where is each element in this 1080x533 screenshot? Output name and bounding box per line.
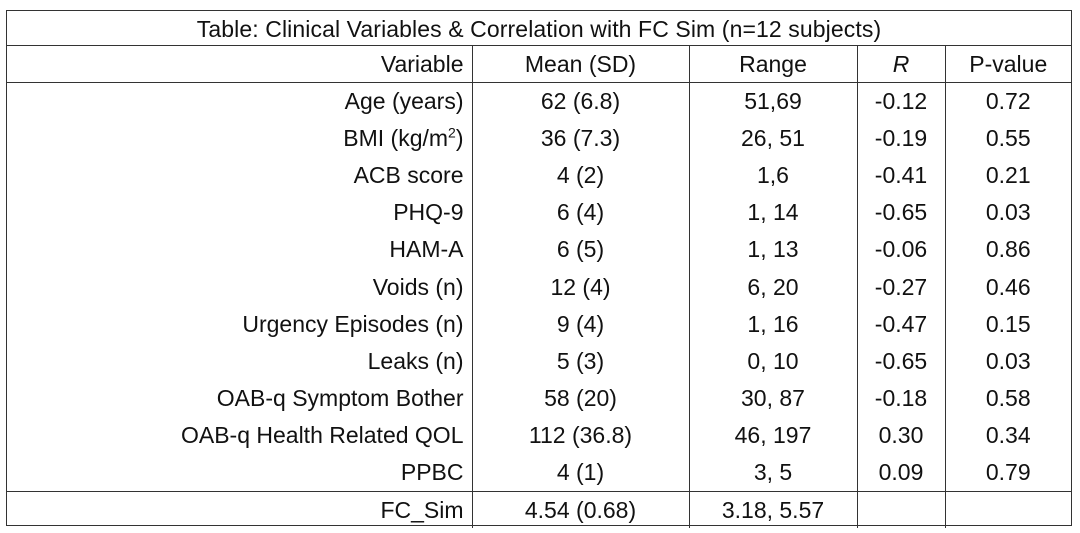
cell-mean-sd: 112 (36.8) <box>471 416 689 454</box>
cell-r: 0.09 <box>856 453 945 492</box>
cell-range: 51,69 <box>688 82 857 121</box>
footer-r <box>856 491 945 529</box>
cell-range: 3, 5 <box>688 453 857 492</box>
header-r: R <box>856 46 945 83</box>
cell-range: 6, 20 <box>688 268 857 306</box>
cell-mean-sd: 5 (3) <box>471 342 689 380</box>
cell-range: 30, 87 <box>688 379 857 417</box>
cell-range: 46, 197 <box>688 416 857 454</box>
table-body: Age (years) 62 (6.8) 51,69 -0.12 0.72 BMI (kg… <box>7 82 1071 492</box>
footer-p <box>944 491 1071 529</box>
table-row: PPBC 4 (1) 3, 5 0.09 0.79 <box>7 453 1071 492</box>
table-row: Voids (n) 12 (4) 6, 20 -0.27 0.46 <box>7 268 1071 306</box>
cell-variable: OAB-q Health Related QOL <box>180 421 464 448</box>
cell-r: -0.41 <box>856 157 945 195</box>
table-caption: Table: Clinical Variables & Correlation … <box>7 11 1071 46</box>
table-row: Leaks (n) 5 (3) 0, 10 -0.65 0.03 <box>7 342 1071 380</box>
cell-variable: PPBC <box>400 458 464 485</box>
cell-p-value: 0.58 <box>944 379 1071 417</box>
cell-variable: HAM-A <box>389 236 464 263</box>
cell-range: 1, 16 <box>688 305 857 343</box>
footer-row: FC_Sim 4.54 (0.68) 3.18, 5.57 <box>7 491 1071 529</box>
cell-mean-sd: 9 (4) <box>471 305 689 343</box>
cell-p-value: 0.86 <box>944 231 1071 269</box>
cell-range: 1,6 <box>688 157 857 195</box>
cell-variable: Age (years) <box>344 88 464 115</box>
table-row: Urgency Episodes (n) 9 (4) 1, 16 -0.47 0.15 <box>7 305 1071 343</box>
cell-mean-sd: 6 (4) <box>471 194 689 232</box>
header-range: Range <box>688 46 857 83</box>
cell-r: -0.12 <box>856 82 945 121</box>
cell-p-value: 0.15 <box>944 305 1071 343</box>
table-row: PHQ-9 6 (4) 1, 14 -0.65 0.03 <box>7 194 1071 232</box>
footer-mean-sd: 4.54 (0.68) <box>471 491 689 529</box>
table-row: Age (years) 62 (6.8) 51,69 -0.12 0.72 <box>7 82 1071 121</box>
cell-range: 26, 51 <box>688 120 857 158</box>
cell-mean-sd: 12 (4) <box>471 268 689 306</box>
cell-r: -0.47 <box>856 305 945 343</box>
cell-r: -0.65 <box>856 194 945 232</box>
table-row: OAB-q Symptom Bother 58 (20) 30, 87 -0.18 0.… <box>7 379 1071 417</box>
cell-variable: Voids (n) <box>372 273 464 300</box>
table-row: OAB-q Health Related QOL 112 (36.8) 46, 19… <box>7 416 1071 454</box>
footer-variable: FC_Sim <box>7 491 472 529</box>
cell-r: -0.65 <box>856 342 945 380</box>
cell-mean-sd: 4 (2) <box>471 157 689 195</box>
cell-variable: PHQ-9 <box>393 199 464 226</box>
cell-variable: BMI (kg/m2) <box>343 124 464 152</box>
cell-mean-sd: 36 (7.3) <box>471 120 689 158</box>
table-row: BMI (kg/m2) 36 (7.3) 26, 51 -0.19 0.55 <box>7 120 1071 158</box>
cell-p-value: 0.46 <box>944 268 1071 306</box>
footer-range: 3.18, 5.57 <box>688 491 857 529</box>
cell-p-value: 0.03 <box>944 194 1071 232</box>
cell-mean-sd: 62 (6.8) <box>471 82 689 121</box>
cell-mean-sd: 58 (20) <box>471 379 689 417</box>
cell-variable: Leaks (n) <box>367 347 464 374</box>
cell-mean-sd: 4 (1) <box>471 453 689 492</box>
cell-range: 1, 14 <box>688 194 857 232</box>
header-mean-sd: Mean (SD) <box>471 46 689 83</box>
cell-variable: OAB-q Symptom Bother <box>216 384 464 411</box>
header-row: Variable Mean (SD) Range R P-value <box>7 46 1071 83</box>
cell-p-value: 0.21 <box>944 157 1071 195</box>
table-row: HAM-A 6 (5) 1, 13 -0.06 0.86 <box>7 231 1071 269</box>
cell-p-value: 0.72 <box>944 82 1071 121</box>
cell-p-value: 0.55 <box>944 120 1071 158</box>
cell-p-value: 0.03 <box>944 342 1071 380</box>
cell-r: -0.19 <box>856 120 945 158</box>
cell-p-value: 0.79 <box>944 453 1071 492</box>
clinical-variables-table: Table: Clinical Variables & Correlation … <box>6 10 1072 529</box>
table-row: ACB score 4 (2) 1,6 -0.41 0.21 <box>7 157 1071 195</box>
cell-range: 1, 13 <box>688 231 857 269</box>
cell-variable: ACB score <box>353 162 464 189</box>
header-variable: Variable <box>7 46 472 83</box>
header-p-value: P-value <box>944 46 1071 83</box>
cell-variable: Urgency Episodes (n) <box>242 310 464 337</box>
cell-r: 0.30 <box>856 416 945 454</box>
cell-r: -0.18 <box>856 379 945 417</box>
cell-r: -0.27 <box>856 268 945 306</box>
cell-r: -0.06 <box>856 231 945 269</box>
cell-range: 0, 10 <box>688 342 857 380</box>
cell-mean-sd: 6 (5) <box>471 231 689 269</box>
cell-p-value: 0.34 <box>944 416 1071 454</box>
data-table: Variable Mean (SD) Range R P-value Age (… <box>7 46 1071 529</box>
